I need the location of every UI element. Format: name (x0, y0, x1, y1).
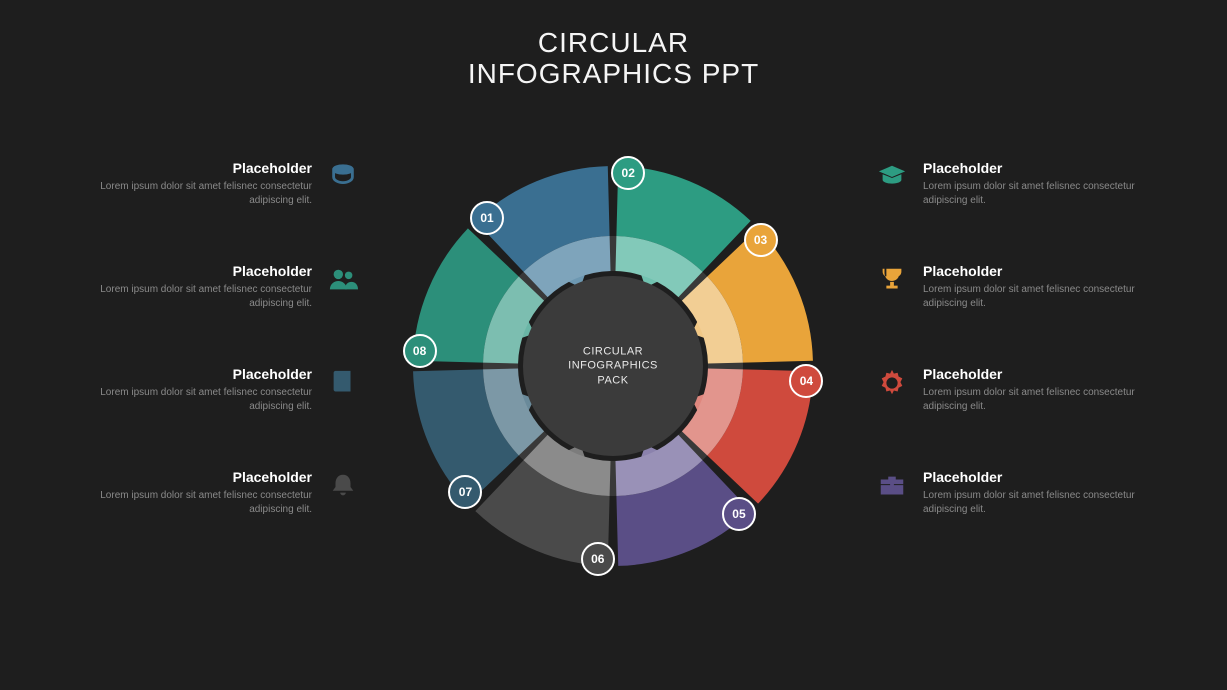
cup-icon (326, 160, 360, 194)
segment-badge: 04 (789, 364, 823, 398)
callout-body: Lorem ipsum dolor sit amet felisnec cons… (80, 386, 312, 413)
graduation-cap-icon (875, 160, 909, 194)
callout-heading: Placeholder (923, 263, 1155, 279)
users-icon (326, 263, 360, 297)
callout: Placeholder Lorem ipsum dolor sit amet fe… (875, 366, 1155, 413)
callout-body: Lorem ipsum dolor sit amet felisnec cons… (923, 489, 1155, 516)
book-icon (326, 366, 360, 400)
callout-text: Placeholder Lorem ipsum dolor sit amet fe… (923, 469, 1155, 516)
callout-body: Lorem ipsum dolor sit amet felisnec cons… (80, 489, 312, 516)
callout: Placeholder Lorem ipsum dolor sit amet fe… (875, 469, 1155, 516)
callout-body: Lorem ipsum dolor sit amet felisnec cons… (80, 283, 312, 310)
callout-heading: Placeholder (923, 366, 1155, 382)
callout-text: Placeholder Lorem ipsum dolor sit amet fe… (80, 469, 312, 516)
callout: Placeholder Lorem ipsum dolor sit amet fe… (80, 366, 360, 413)
callout: Placeholder Lorem ipsum dolor sit amet fe… (80, 263, 360, 310)
segment-badge: 07 (448, 475, 482, 509)
callout-heading: Placeholder (923, 469, 1155, 485)
segment-badge: 06 (581, 542, 615, 576)
callout-heading: Placeholder (80, 160, 312, 176)
callout-body: Lorem ipsum dolor sit amet felisnec cons… (923, 180, 1155, 207)
segment-badge: 03 (744, 223, 778, 257)
callout-heading: Placeholder (80, 469, 312, 485)
trophy-icon (875, 263, 909, 297)
center-line-2: INFOGRAPHICS (568, 359, 658, 373)
briefcase-icon (875, 469, 909, 503)
callout-heading: Placeholder (80, 366, 312, 382)
callout: Placeholder Lorem ipsum dolor sit amet fe… (875, 263, 1155, 310)
stage: CIRCULAR INFOGRAPHICS PACK 01 02 03 04 05 06 0… (0, 0, 1227, 690)
callout-text: Placeholder Lorem ipsum dolor sit amet fe… (80, 366, 312, 413)
callout-body: Lorem ipsum dolor sit amet felisnec cons… (923, 283, 1155, 310)
circular-wheel: CIRCULAR INFOGRAPHICS PACK 01 02 03 04 05 06 0… (393, 146, 833, 586)
segment-badge: 08 (403, 334, 437, 368)
center-label: CIRCULAR INFOGRAPHICS PACK (568, 345, 658, 388)
gear-icon (875, 366, 909, 400)
callout-heading: Placeholder (80, 263, 312, 279)
center-line-1: CIRCULAR (568, 345, 658, 359)
segment-badge: 02 (611, 156, 645, 190)
center-line-3: PACK (568, 373, 658, 387)
bell-icon (326, 469, 360, 503)
callout: Placeholder Lorem ipsum dolor sit amet fe… (80, 160, 360, 207)
callout-text: Placeholder Lorem ipsum dolor sit amet fe… (923, 263, 1155, 310)
callout-text: Placeholder Lorem ipsum dolor sit amet fe… (80, 263, 312, 310)
callout-text: Placeholder Lorem ipsum dolor sit amet fe… (80, 160, 312, 207)
segment-badge: 05 (722, 497, 756, 531)
callout-body: Lorem ipsum dolor sit amet felisnec cons… (923, 386, 1155, 413)
segment-badge: 01 (470, 201, 504, 235)
callout-heading: Placeholder (923, 160, 1155, 176)
callout-text: Placeholder Lorem ipsum dolor sit amet fe… (923, 366, 1155, 413)
callout-body: Lorem ipsum dolor sit amet felisnec cons… (80, 180, 312, 207)
callout: Placeholder Lorem ipsum dolor sit amet fe… (80, 469, 360, 516)
callout: Placeholder Lorem ipsum dolor sit amet fe… (875, 160, 1155, 207)
callout-text: Placeholder Lorem ipsum dolor sit amet fe… (923, 160, 1155, 207)
